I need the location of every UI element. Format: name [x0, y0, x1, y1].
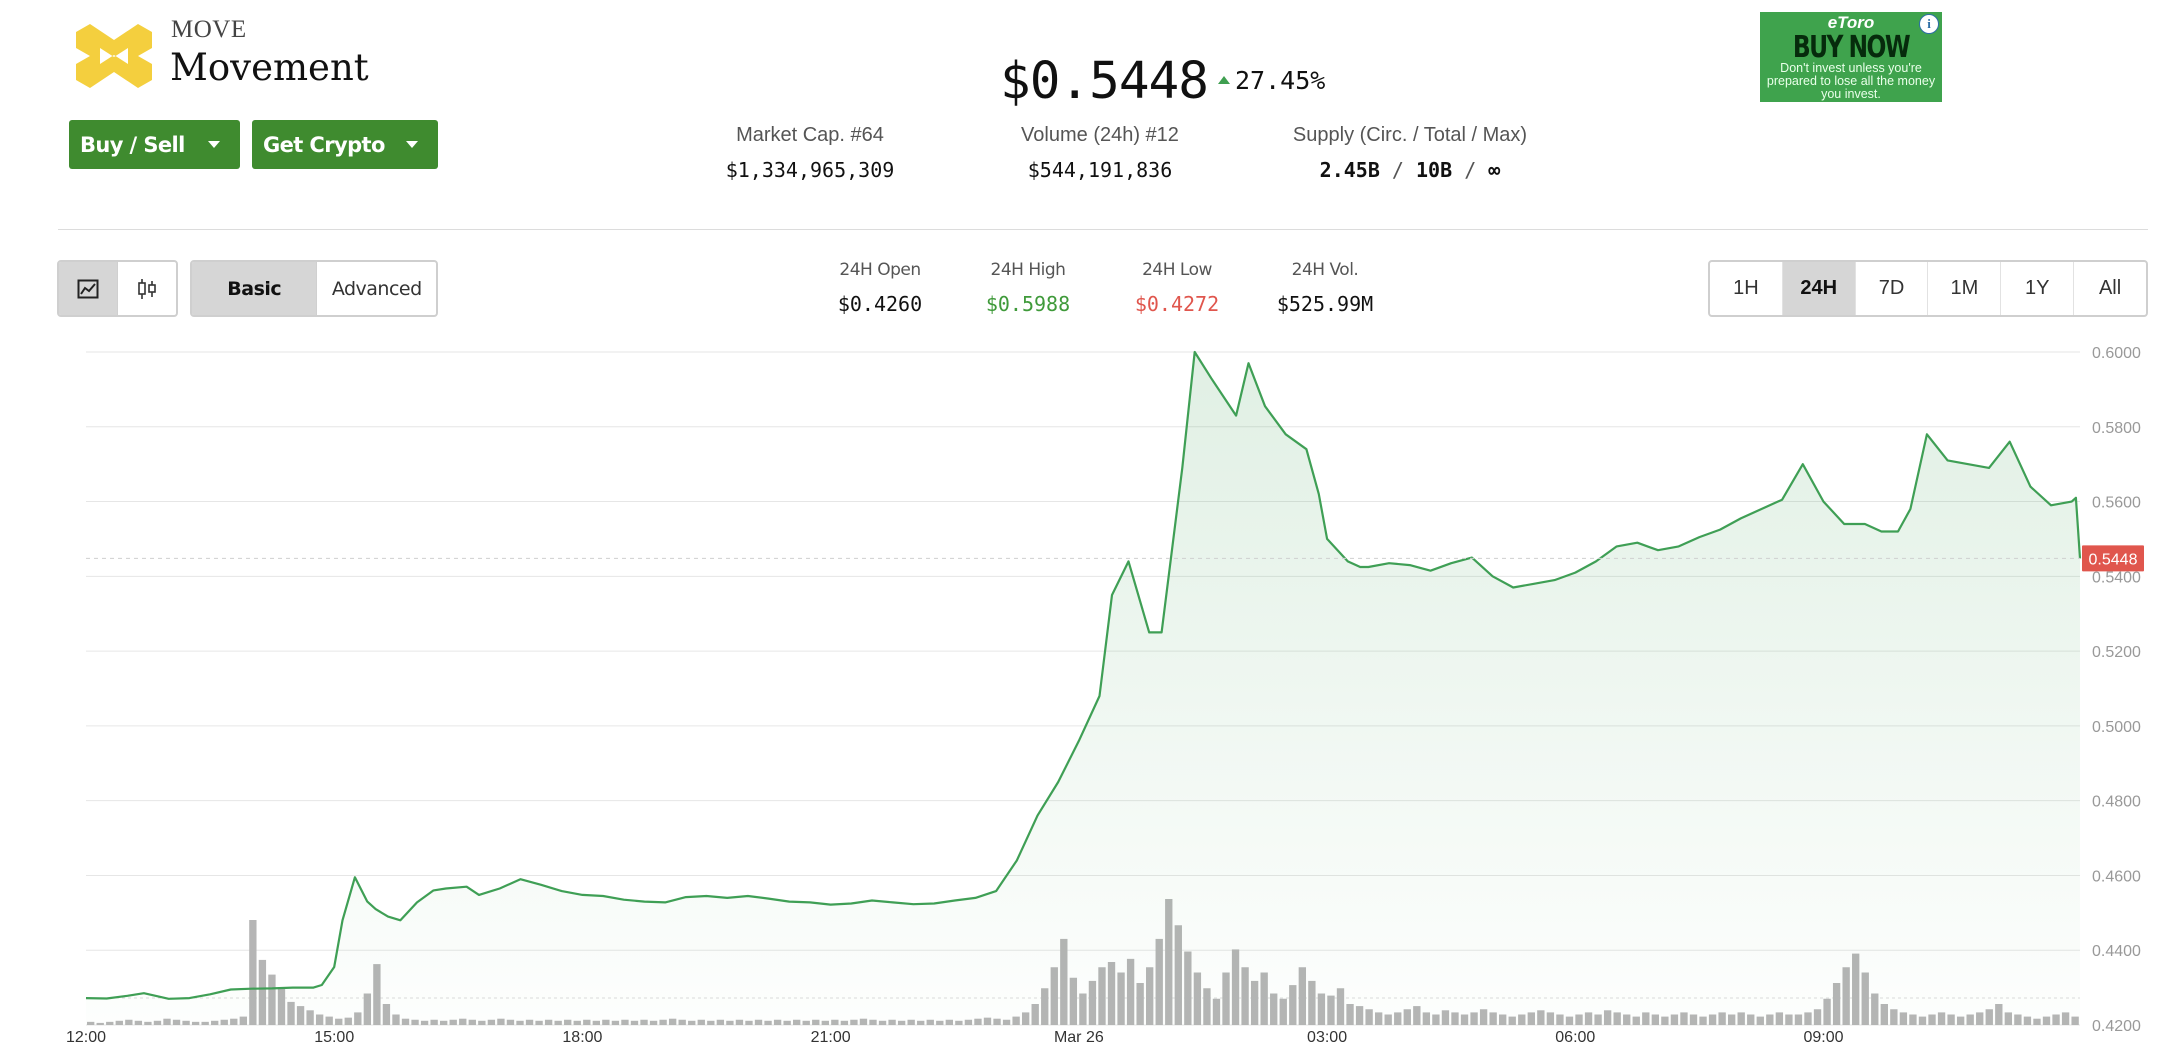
x-tick-label: 21:00: [811, 1029, 851, 1043]
y-tick-label: 0.4800: [2092, 794, 2141, 811]
chart-mode-toggle: Basic Advanced: [190, 260, 438, 317]
volume-24h-label: 24H Vol.: [1291, 260, 1359, 280]
basic-mode-button[interactable]: Basic: [192, 262, 317, 315]
chevron-down-icon: [208, 141, 220, 148]
info-icon[interactable]: i: [1919, 14, 1939, 34]
ad-disclaimer: Don't invest unless you're prepared to l…: [1766, 61, 1936, 101]
supply-max: ∞: [1488, 158, 1501, 182]
line-chart-button[interactable]: [59, 262, 117, 315]
y-tick-label: 0.5000: [2092, 719, 2141, 736]
range-24h[interactable]: 24H: [1781, 262, 1855, 315]
supply-separator: /: [1464, 158, 1477, 182]
x-tick-label: 03:00: [1307, 1029, 1347, 1043]
price-chart[interactable]: 0.4200 0.4400 0.4600 0.4800 0.5000 0.5200 0.54…: [0, 340, 2180, 1043]
chevron-down-icon: [406, 141, 418, 148]
supply-separator: /: [1391, 158, 1404, 182]
y-tick-label: 0.5400: [2092, 569, 2141, 586]
ad-brand: eToro: [1827, 13, 1875, 32]
movement-logo: [76, 24, 152, 88]
up-arrow-icon: [1218, 76, 1230, 84]
current-price-tag: [2082, 545, 2144, 572]
supply-circulating: 2.45B: [1319, 158, 1380, 182]
y-tick-label: 0.4400: [2092, 943, 2141, 960]
supply-total: 10B: [1416, 158, 1453, 182]
open-value: $0.4260: [837, 292, 923, 316]
range-all[interactable]: All: [2073, 262, 2146, 315]
range-1h[interactable]: 1H: [1733, 277, 1759, 299]
market-cap-label: Market Cap. #64: [736, 124, 884, 146]
volume-label: Volume (24h) #12: [1021, 124, 1179, 146]
current-price: $0.5448: [1000, 52, 1209, 111]
chart-type-toggle: [57, 260, 178, 317]
x-tick-label: 15:00: [314, 1029, 354, 1043]
price-area: [86, 352, 2080, 1025]
x-tick-label: Mar 26: [1054, 1029, 1104, 1043]
ad-cta: BUY NOW: [1792, 30, 1911, 65]
range-1y[interactable]: 1Y: [2000, 262, 2073, 315]
market-cap-value: $1,334,965,309: [725, 158, 895, 182]
supply-value: 2.45B / 10B / ∞: [1250, 158, 1570, 182]
range-1m[interactable]: 1M: [1927, 262, 2000, 315]
header-divider: [58, 229, 2148, 230]
price-change-percent: 27.45%: [1235, 66, 1326, 95]
get-crypto-label: Get Crypto: [263, 132, 385, 157]
range-7d[interactable]: 7D: [1854, 262, 1928, 315]
volume-bar: [249, 920, 257, 1025]
x-tick-label: 12:00: [66, 1029, 106, 1043]
y-tick-label: 0.6000: [2092, 345, 2141, 362]
price-line: [85, 350, 2082, 1000]
high-value: $0.5988: [985, 292, 1071, 316]
volume-24h-value: $525.99M: [1276, 292, 1374, 316]
candlestick-button[interactable]: [117, 262, 176, 315]
open-label: 24H Open: [839, 260, 921, 280]
get-crypto-button[interactable]: Get Crypto: [252, 120, 438, 169]
low-label: 24H Low: [1142, 260, 1212, 280]
x-tick-label: 18:00: [562, 1029, 602, 1043]
volume-value: $544,191,836: [1027, 158, 1173, 182]
y-tick-label: 0.5800: [2092, 420, 2141, 437]
y-tick-label: 0.5600: [2092, 495, 2141, 512]
coin-name: Movement: [170, 46, 369, 89]
high-label: 24H High: [990, 260, 1066, 280]
line-chart-icon: [77, 279, 99, 298]
etoro-ad-banner[interactable]: eToro BUY NOW Don't invest unless you're…: [1760, 12, 1942, 102]
x-tick-label: 06:00: [1555, 1029, 1595, 1043]
coin-ticker: MOVE: [171, 16, 247, 43]
buy-sell-button[interactable]: Buy / Sell: [69, 120, 240, 169]
supply-label: Supply (Circ. / Total / Max): [1292, 124, 1528, 146]
buy-sell-label: Buy / Sell: [80, 132, 185, 157]
low-value: $0.4272: [1134, 292, 1220, 316]
advanced-mode-button[interactable]: Advanced: [316, 262, 436, 315]
time-range-selector: 1H 24H 7D 1M 1Y All: [1708, 260, 2148, 317]
current-price-tag-label: 0.5448: [2089, 551, 2138, 568]
y-tick-label: 0.4200: [2092, 1018, 2141, 1035]
candlestick-icon: [138, 278, 156, 299]
y-tick-label: 0.5200: [2092, 644, 2141, 661]
x-tick-label: 09:00: [1803, 1029, 1843, 1043]
y-tick-label: 0.4600: [2092, 868, 2141, 885]
